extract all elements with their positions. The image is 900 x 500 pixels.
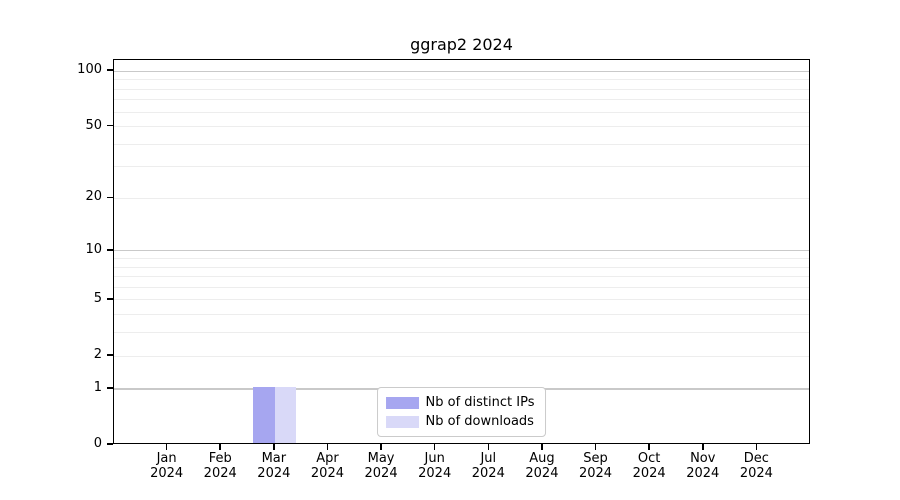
x-tick-label-apr: Apr 2024 <box>310 451 344 481</box>
y-tick-label-100: 100 <box>77 62 102 78</box>
gridline-minor-6 <box>114 286 809 288</box>
legend-item-downloads: Nb of downloads <box>385 414 535 429</box>
chart-title: ggrap2 2024 <box>410 35 513 54</box>
legend-label-distinct-ips: Nb of distinct IPs <box>425 395 535 410</box>
y-tick-5 <box>107 298 113 300</box>
y-tick-label-20: 20 <box>85 189 102 205</box>
x-tick-label-sep: Sep 2024 <box>578 451 613 481</box>
gridline-major-10 <box>114 250 809 252</box>
y-tick-label-10: 10 <box>85 241 102 257</box>
gridline-minor-9 <box>114 258 809 259</box>
gridline-minor-30 <box>114 166 809 168</box>
x-tick-jan <box>165 444 168 450</box>
y-tick-0 <box>107 443 113 445</box>
x-tick-dec <box>755 444 758 450</box>
gridline-major-100 <box>114 70 809 72</box>
x-tick-label-may: May 2024 <box>364 451 398 481</box>
y-tick-label-2: 2 <box>93 347 102 363</box>
bar-nb-of-distinct-ips-mar <box>253 386 275 443</box>
y-tick-2 <box>107 354 113 356</box>
plot-area: Nb of distinct IPs Nb of downloads <box>113 59 810 444</box>
gridline-minor-2 <box>114 355 809 357</box>
y-tick-100 <box>107 69 113 71</box>
bar-nb-of-downloads-mar <box>274 386 297 443</box>
gridline-minor-50 <box>114 126 809 128</box>
gridline-minor-90 <box>114 79 809 81</box>
gridline-minor-5 <box>114 299 809 301</box>
x-tick-label-jun: Jun 2024 <box>418 451 452 481</box>
x-tick-jul <box>487 444 490 450</box>
legend-item-distinct-ips: Nb of distinct IPs <box>385 395 535 410</box>
y-tick-20 <box>107 196 113 199</box>
gridline-minor-40 <box>114 143 809 145</box>
y-tick-label-0: 0 <box>93 436 102 451</box>
y-tick-label-5: 5 <box>93 290 102 306</box>
gridline-minor-8 <box>114 266 809 268</box>
x-tick-label-jan: Jan 2024 <box>150 451 184 481</box>
gridline-minor-7 <box>114 276 809 278</box>
gridline-minor-70 <box>114 99 809 101</box>
gridline-minor-3 <box>114 332 809 334</box>
x-tick-aug <box>541 444 543 450</box>
x-tick-sep <box>594 444 597 450</box>
legend-swatch-downloads <box>385 415 419 428</box>
y-tick-10 <box>107 249 113 251</box>
gridline-minor-60 <box>114 111 809 113</box>
x-tick-label-dec: Dec 2024 <box>739 451 773 481</box>
x-tick-nov <box>702 444 704 450</box>
x-tick-label-feb: Feb 2024 <box>203 451 237 481</box>
y-tick-50 <box>107 124 113 127</box>
x-tick-mar <box>273 444 275 450</box>
gridline-minor-20 <box>114 197 809 199</box>
x-tick-label-oct: Oct 2024 <box>632 451 666 481</box>
x-tick-may <box>380 444 382 450</box>
legend: Nb of distinct IPs Nb of downloads <box>376 387 547 437</box>
x-tick-jun <box>433 444 436 450</box>
x-tick-label-nov: Nov 2024 <box>686 451 720 481</box>
legend-label-downloads: Nb of downloads <box>425 414 534 429</box>
x-tick-oct <box>648 444 650 450</box>
gridline-minor-80 <box>114 88 809 90</box>
x-tick-apr <box>326 444 329 450</box>
legend-swatch-distinct-ips <box>385 396 419 409</box>
y-tick-label-50: 50 <box>85 117 102 133</box>
y-tick-label-1: 1 <box>93 379 102 395</box>
x-tick-label-mar: Mar 2024 <box>257 451 291 481</box>
x-tick-label-jul: Jul 2024 <box>471 451 505 481</box>
x-tick-feb <box>219 444 221 450</box>
y-tick-1 <box>107 387 113 389</box>
gridline-minor-4 <box>114 314 809 316</box>
x-tick-label-aug: Aug 2024 <box>525 451 559 481</box>
